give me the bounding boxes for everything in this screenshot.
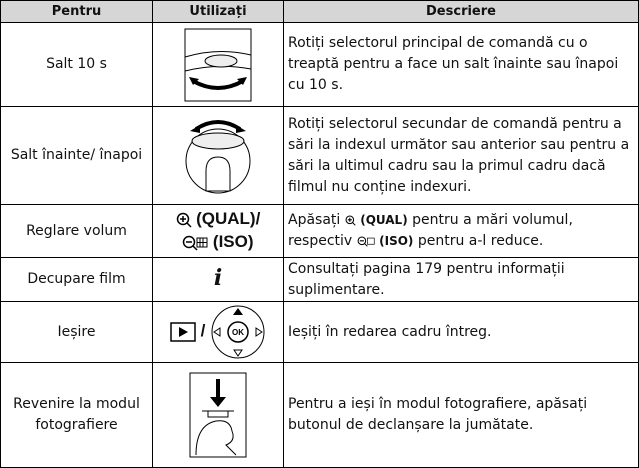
button-name: (ISO) (379, 234, 414, 248)
sub-dial-icon (185, 119, 251, 193)
row: Salt înainte/ înapoi Rotiți selectorul s… (0, 106, 639, 205)
action: Revenire la modul fotografiere (0, 362, 153, 468)
row: Decupare film i Consultați pagina 179 pe… (0, 257, 639, 302)
header-cell: Descriere (283, 0, 639, 23)
shutter-button-icon (189, 372, 247, 458)
header-cell: Pentru (0, 0, 153, 23)
description: Consultați pagina 179 pentru informații … (283, 257, 639, 302)
usage: / OK (152, 301, 284, 363)
usage-line: (QUAL)/ (154, 208, 283, 231)
usage-text: (ISO) (212, 232, 254, 251)
i-button: i (213, 264, 223, 291)
usage: (QUAL)/ (ISO) (152, 204, 284, 258)
zoom-in-icon (176, 212, 192, 228)
header-row: Pentru Utilizați Descriere (0, 0, 639, 23)
row: Reglare volum (QUAL)/ (ISO) Apăsați (QUA… (0, 204, 639, 258)
usage-line: (ISO) (154, 231, 283, 254)
usage (152, 106, 284, 205)
row: Ieșire / OK Ieșiți în redarea cadru într… (0, 301, 639, 363)
zoom-in-icon (345, 215, 356, 226)
main-dial-icon (184, 28, 252, 101)
description: Pentru a ieși în modul fotografiere, apă… (283, 362, 639, 468)
action: Salt înainte/ înapoi (0, 106, 153, 205)
play-button-icon (170, 322, 196, 342)
action: Ieșire (0, 301, 153, 363)
row: Salt 10 s Rotiți selectorul principal de… (0, 22, 639, 107)
text: pentru a-l reduce. (417, 233, 544, 249)
text: pentru a mări volumul, respectiv (288, 212, 573, 249)
button-name: (QUAL) (360, 213, 408, 227)
usage (152, 362, 284, 468)
zoom-out-icon (357, 236, 375, 247)
action: Reglare volum (0, 204, 153, 258)
description: Rotiți selectorul secundar de comandă pe… (283, 106, 639, 205)
zoom-out-icon (183, 235, 208, 251)
row: Revenire la modul fotografiere Pentru a … (0, 362, 639, 468)
usage (152, 22, 284, 107)
multi-selector-icon: OK (211, 305, 265, 359)
description: Apăsați (QUAL) pentru a mări volumul, re… (283, 204, 639, 258)
svg-text:OK: OK (232, 328, 244, 337)
description: Rotiți selectorul principal de comandă c… (283, 22, 639, 107)
description: Ieșiți în redarea cadru întreg. (283, 301, 639, 363)
action: Salt 10 s (0, 22, 153, 107)
action: Decupare film (0, 257, 153, 302)
usage: i (152, 257, 284, 302)
usage-text: (QUAL)/ (196, 209, 261, 228)
separator: / (200, 321, 206, 340)
text: Apăsați (288, 212, 341, 228)
header-cell: Utilizați (152, 0, 284, 23)
